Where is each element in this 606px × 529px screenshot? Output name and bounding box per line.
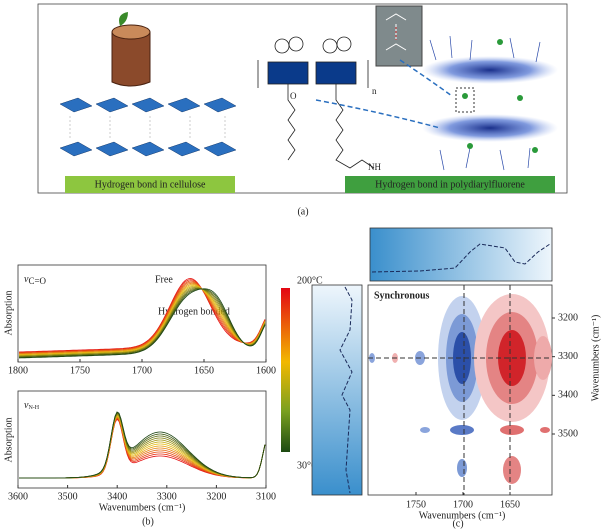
panel-label: Hydrogen bond in cellulose <box>95 179 206 190</box>
projection-box <box>311 284 363 496</box>
spectrum-curve <box>19 413 266 479</box>
contours <box>369 294 552 484</box>
mode-subscript: N-H <box>28 405 39 411</box>
colorbar-label: 200°C <box>297 275 323 286</box>
label-box <box>65 176 235 193</box>
x-tick-label: 1750 <box>406 499 426 510</box>
spectrum-curve <box>18 286 266 356</box>
chem-label: O <box>290 91 297 101</box>
projection-curve <box>339 286 353 494</box>
panel-frame <box>37 3 568 194</box>
chem-label: n <box>372 86 377 96</box>
spectrum-curve <box>18 286 266 357</box>
panel-a: O NH n Hydrogen bond in cellulose Hydrog… <box>37 3 568 217</box>
cellulose-chains <box>59 97 237 157</box>
x-tick-label: 3100 <box>256 491 276 502</box>
x-tick-label: 3400 <box>107 491 127 502</box>
plot-frame <box>17 390 267 489</box>
chem-label: NH <box>368 162 381 172</box>
spectrum-curve <box>18 287 266 357</box>
spectrum-curve <box>18 281 266 354</box>
y-tick-label: 3500 <box>558 428 578 439</box>
x-tick-label: 3500 <box>58 491 78 502</box>
colorbar <box>281 288 290 452</box>
polymer-structure <box>257 36 375 169</box>
y-tick-label: 3400 <box>558 390 578 401</box>
spectrum-curve <box>18 283 266 355</box>
spectrum-curve <box>18 288 266 358</box>
x-axis-label: Wavenumbers (cm⁻¹) <box>99 502 186 513</box>
x-tick-label: 3300 <box>157 491 177 502</box>
mode-label: νN-H <box>24 400 40 411</box>
panel-label: Hydrogen bond in polydiarylfluorene <box>375 179 525 190</box>
x-tick-label: 1700 <box>132 365 152 376</box>
x-axis-label: Wavenumbers (cm⁻¹) <box>419 510 506 521</box>
label-box <box>345 176 555 193</box>
mode-symbol: ν <box>24 400 29 411</box>
spectrum-curve <box>18 278 266 353</box>
annotation: Hydrogen bonded <box>158 306 230 317</box>
y-tick-label: 3300 <box>558 351 578 362</box>
mode-label: νC=O <box>24 274 47 286</box>
spectrum-curve <box>19 414 266 479</box>
caption: (b) <box>142 516 154 527</box>
y-axis-label: Absorption <box>3 418 14 463</box>
spectrum-curve <box>18 279 266 353</box>
spectrum-curve <box>18 284 266 356</box>
spectrum-curve <box>18 288 266 358</box>
spectrum-curve <box>19 417 266 479</box>
x-tick-label: 1700 <box>453 499 473 510</box>
x-tick-label: 1600 <box>256 365 276 376</box>
spectrum-curve <box>19 413 266 479</box>
x-tick-label: 1750 <box>70 365 90 376</box>
fibers <box>315 35 558 171</box>
y-tick-label: 3200 <box>558 312 578 323</box>
spectrum-curve <box>19 411 266 479</box>
spectrum-curve <box>19 416 266 479</box>
mode-symbol: ν <box>24 274 29 285</box>
hbond-inset <box>375 5 423 67</box>
x-tick-label: 3200 <box>206 491 226 502</box>
x-tick-label: 1650 <box>194 365 214 376</box>
x-tick-label: 1800 <box>8 365 28 376</box>
y-axis-label: Absorption <box>3 291 14 336</box>
spectrum-curve <box>18 288 266 359</box>
caption: (a) <box>297 206 308 217</box>
panel-c: Synchronous Wavenumbers (cm⁻¹) Wavenumbe… <box>311 227 601 529</box>
panel-b: νC=O νN-H Free Hydrogen bonded Absorptio… <box>3 264 323 527</box>
projection-box <box>369 227 553 282</box>
plot-frame <box>367 284 553 496</box>
mode-subscript: C=O <box>28 276 46 286</box>
spectrum-curve <box>18 280 266 354</box>
colorbar-label: 30°C <box>297 460 318 471</box>
caption: (c) <box>452 518 463 529</box>
annotation: Free <box>155 274 173 285</box>
tree-stump <box>111 12 151 87</box>
x-tick-label: 3600 <box>8 491 28 502</box>
x-tick-label: 1650 <box>500 499 520 510</box>
y-axis-label: Wavenumbers (cm⁻¹) <box>590 315 601 402</box>
plot-title: Synchronous <box>374 290 430 301</box>
spectrum-curve <box>18 282 266 355</box>
guide-line <box>368 285 552 495</box>
